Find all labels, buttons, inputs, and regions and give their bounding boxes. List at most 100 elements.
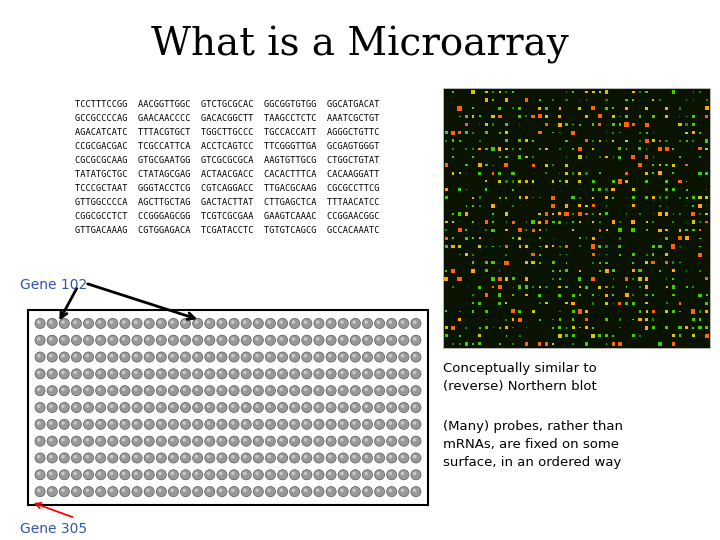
Circle shape bbox=[207, 421, 210, 425]
Bar bbox=[465, 164, 467, 166]
Bar bbox=[631, 334, 635, 338]
Bar bbox=[546, 230, 547, 231]
Bar bbox=[498, 343, 501, 345]
Circle shape bbox=[49, 371, 53, 374]
Circle shape bbox=[277, 470, 288, 480]
Circle shape bbox=[266, 335, 276, 345]
Circle shape bbox=[374, 470, 384, 480]
Circle shape bbox=[231, 421, 235, 425]
Bar bbox=[705, 115, 708, 118]
Bar bbox=[472, 302, 474, 305]
Circle shape bbox=[98, 438, 102, 442]
Bar bbox=[531, 253, 535, 256]
Bar bbox=[585, 238, 588, 239]
Circle shape bbox=[328, 455, 332, 458]
Bar bbox=[625, 278, 628, 281]
Bar bbox=[492, 327, 494, 328]
Circle shape bbox=[61, 388, 65, 391]
Bar bbox=[652, 157, 654, 158]
Circle shape bbox=[146, 438, 150, 442]
Bar bbox=[619, 254, 621, 255]
Circle shape bbox=[253, 436, 264, 446]
Bar bbox=[512, 343, 514, 345]
Circle shape bbox=[328, 421, 332, 425]
Bar bbox=[565, 286, 568, 288]
Circle shape bbox=[158, 388, 162, 391]
Circle shape bbox=[387, 369, 397, 379]
Circle shape bbox=[192, 419, 203, 429]
Circle shape bbox=[267, 404, 271, 408]
Circle shape bbox=[204, 352, 215, 362]
Circle shape bbox=[219, 472, 222, 475]
Bar bbox=[665, 164, 668, 166]
Bar bbox=[665, 261, 668, 264]
Circle shape bbox=[59, 487, 69, 497]
Circle shape bbox=[49, 438, 53, 442]
Circle shape bbox=[73, 438, 77, 442]
Circle shape bbox=[204, 318, 215, 328]
Circle shape bbox=[109, 337, 113, 341]
Circle shape bbox=[134, 438, 138, 442]
Bar bbox=[658, 342, 662, 346]
Circle shape bbox=[171, 438, 174, 442]
Bar bbox=[679, 246, 681, 247]
Bar bbox=[698, 147, 701, 151]
Bar bbox=[443, 88, 710, 348]
Bar bbox=[646, 254, 647, 255]
Circle shape bbox=[37, 354, 40, 357]
Bar bbox=[472, 221, 474, 224]
Circle shape bbox=[158, 371, 162, 374]
Circle shape bbox=[194, 337, 198, 341]
Bar bbox=[498, 114, 502, 118]
Circle shape bbox=[304, 438, 307, 442]
Circle shape bbox=[277, 453, 288, 463]
Circle shape bbox=[146, 455, 150, 458]
Bar bbox=[539, 221, 541, 224]
Bar bbox=[592, 327, 594, 329]
Circle shape bbox=[96, 470, 106, 480]
Bar bbox=[699, 221, 701, 222]
Bar bbox=[698, 318, 701, 321]
Bar bbox=[692, 220, 695, 224]
Bar bbox=[518, 245, 521, 247]
Circle shape bbox=[302, 335, 312, 345]
Bar bbox=[498, 197, 501, 199]
Circle shape bbox=[411, 402, 421, 413]
Bar bbox=[531, 164, 534, 166]
Bar bbox=[652, 139, 654, 142]
Bar bbox=[672, 261, 675, 264]
Bar bbox=[685, 116, 688, 117]
Circle shape bbox=[217, 487, 227, 497]
Bar bbox=[472, 294, 474, 296]
Circle shape bbox=[292, 489, 295, 492]
Circle shape bbox=[253, 386, 264, 396]
Bar bbox=[486, 246, 487, 247]
Bar bbox=[612, 197, 614, 199]
Circle shape bbox=[134, 455, 138, 458]
Circle shape bbox=[182, 337, 186, 341]
Bar bbox=[699, 238, 701, 239]
Circle shape bbox=[389, 404, 392, 408]
Bar bbox=[571, 131, 575, 135]
Circle shape bbox=[171, 320, 174, 324]
Bar bbox=[698, 204, 702, 208]
Bar bbox=[525, 98, 528, 102]
Bar bbox=[552, 132, 554, 133]
Circle shape bbox=[156, 369, 166, 379]
Bar bbox=[451, 245, 455, 248]
Circle shape bbox=[144, 419, 154, 429]
Bar bbox=[472, 343, 474, 345]
Bar bbox=[598, 286, 601, 288]
Circle shape bbox=[266, 436, 276, 446]
Circle shape bbox=[326, 470, 336, 480]
Bar bbox=[679, 310, 681, 312]
Bar bbox=[445, 326, 448, 329]
Bar bbox=[472, 269, 474, 273]
Circle shape bbox=[207, 489, 210, 492]
Circle shape bbox=[266, 352, 276, 362]
Bar bbox=[626, 99, 628, 102]
Bar bbox=[672, 278, 675, 280]
Circle shape bbox=[146, 371, 150, 374]
Circle shape bbox=[411, 318, 421, 328]
Circle shape bbox=[132, 487, 142, 497]
